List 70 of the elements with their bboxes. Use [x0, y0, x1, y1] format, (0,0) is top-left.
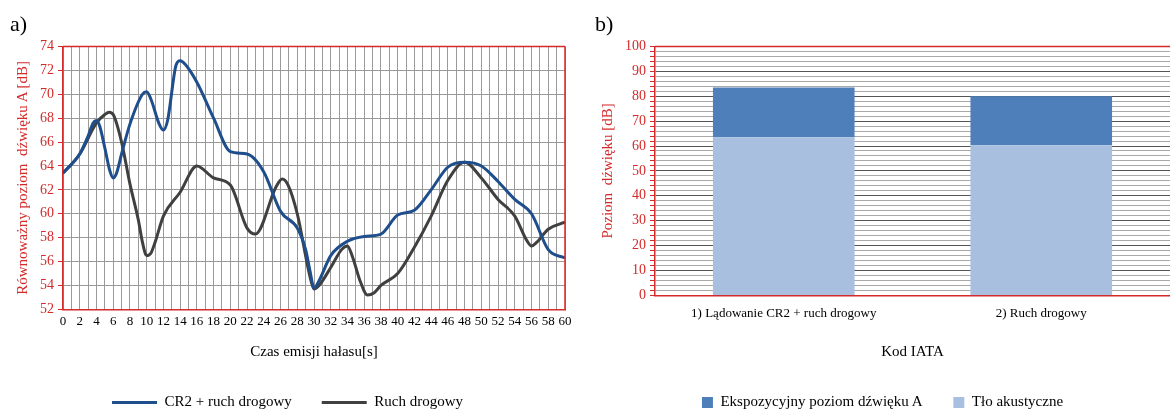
x-tick-label: 46	[441, 312, 455, 328]
y-tick-label: 60	[40, 205, 54, 221]
line-series	[63, 59, 565, 290]
x-tick-label: 20	[223, 312, 237, 328]
bar	[712, 87, 855, 138]
y-tick-label: 66	[40, 133, 54, 149]
bar	[712, 137, 855, 295]
y-tick-label: 40	[632, 187, 646, 203]
bar	[970, 145, 1113, 295]
y-tick-label: 50	[632, 162, 646, 178]
y-tick-label: 60	[632, 137, 646, 153]
x-tick-label: 18	[207, 312, 221, 328]
x-tick-label: 52	[491, 312, 505, 328]
x-tick-label: 42	[407, 312, 421, 328]
x-tick-label: 26	[274, 312, 288, 328]
x-tick-label: 56	[525, 312, 539, 328]
x-tick-label: 34	[340, 312, 355, 328]
y-tick-label: 68	[40, 109, 54, 125]
y-tick-label: 80	[632, 87, 646, 103]
y-tick-label: 56	[40, 253, 54, 269]
legend-label: Ruch drogowy	[374, 393, 464, 410]
x-tick-label: 58	[541, 312, 555, 328]
x-tick-label: 40	[391, 312, 405, 328]
x-tick-label: 54	[508, 312, 522, 328]
y-tick-label: 70	[40, 85, 54, 101]
legend-label: Ekspozycyjny poziom dźwięku A	[720, 393, 923, 410]
x-tick-label: 2) Ruch drogowy	[995, 304, 1088, 320]
x-tick-label: 24	[257, 312, 271, 328]
x-tick-label: 2	[76, 312, 83, 328]
bar	[970, 96, 1113, 146]
y-tick-label: 70	[632, 112, 646, 128]
x-tick-label: 60	[558, 312, 572, 328]
x-tick-label: 14	[173, 312, 188, 328]
y-tick-label: 10	[632, 262, 646, 278]
x-tick-label: 50	[474, 312, 488, 328]
x-tick-label: 0	[59, 312, 67, 328]
y-axis-title: Równoważny poziom dźwięku A [dB]	[13, 61, 30, 295]
y-tick-label: 30	[632, 212, 646, 228]
x-tick-label: 4	[93, 312, 101, 328]
chart-title: a)	[10, 10, 28, 36]
y-tick-label: 54	[40, 277, 54, 293]
x-tick-label: 38	[374, 312, 388, 328]
y-tick-label: 74	[40, 38, 54, 54]
y-tick-label: 62	[40, 181, 54, 197]
legend-label: CR2 + ruch drogowy	[164, 393, 293, 410]
x-tick-label: 30	[307, 312, 321, 328]
x-tick-label: 28	[290, 312, 304, 328]
y-tick-label: 90	[632, 62, 646, 78]
x-tick-label: 48	[458, 312, 472, 328]
y-tick-label: 100	[625, 38, 646, 54]
x-tick-label: 44	[424, 312, 439, 328]
y-tick-label: 20	[632, 237, 646, 253]
x-tick-label: 1) Lądowanie CR2 + ruch drogowy	[691, 304, 877, 320]
x-axis-title: Kod IATA	[881, 342, 944, 359]
chart-title: b)	[595, 10, 614, 36]
y-tick-label: 58	[40, 229, 54, 245]
x-axis-title: Czas emisji hałasu[s]	[250, 342, 378, 359]
x-tick-label: 8	[126, 312, 134, 328]
x-tick-label: 16	[190, 312, 204, 328]
legend-label: Tło akustyczne	[971, 393, 1064, 410]
y-tick-label: 0	[639, 287, 646, 303]
y-tick-label: 72	[40, 61, 54, 77]
x-tick-label: 22	[240, 312, 254, 328]
x-tick-label: 6	[109, 312, 117, 328]
x-tick-label: 32	[324, 312, 338, 328]
x-tick-label: 36	[357, 312, 372, 328]
x-tick-label: 10	[140, 312, 154, 328]
y-tick-label: 64	[40, 157, 54, 173]
y-axis-title: Poziom dźwięku [dB]	[598, 103, 615, 239]
x-tick-label: 12	[156, 312, 170, 328]
